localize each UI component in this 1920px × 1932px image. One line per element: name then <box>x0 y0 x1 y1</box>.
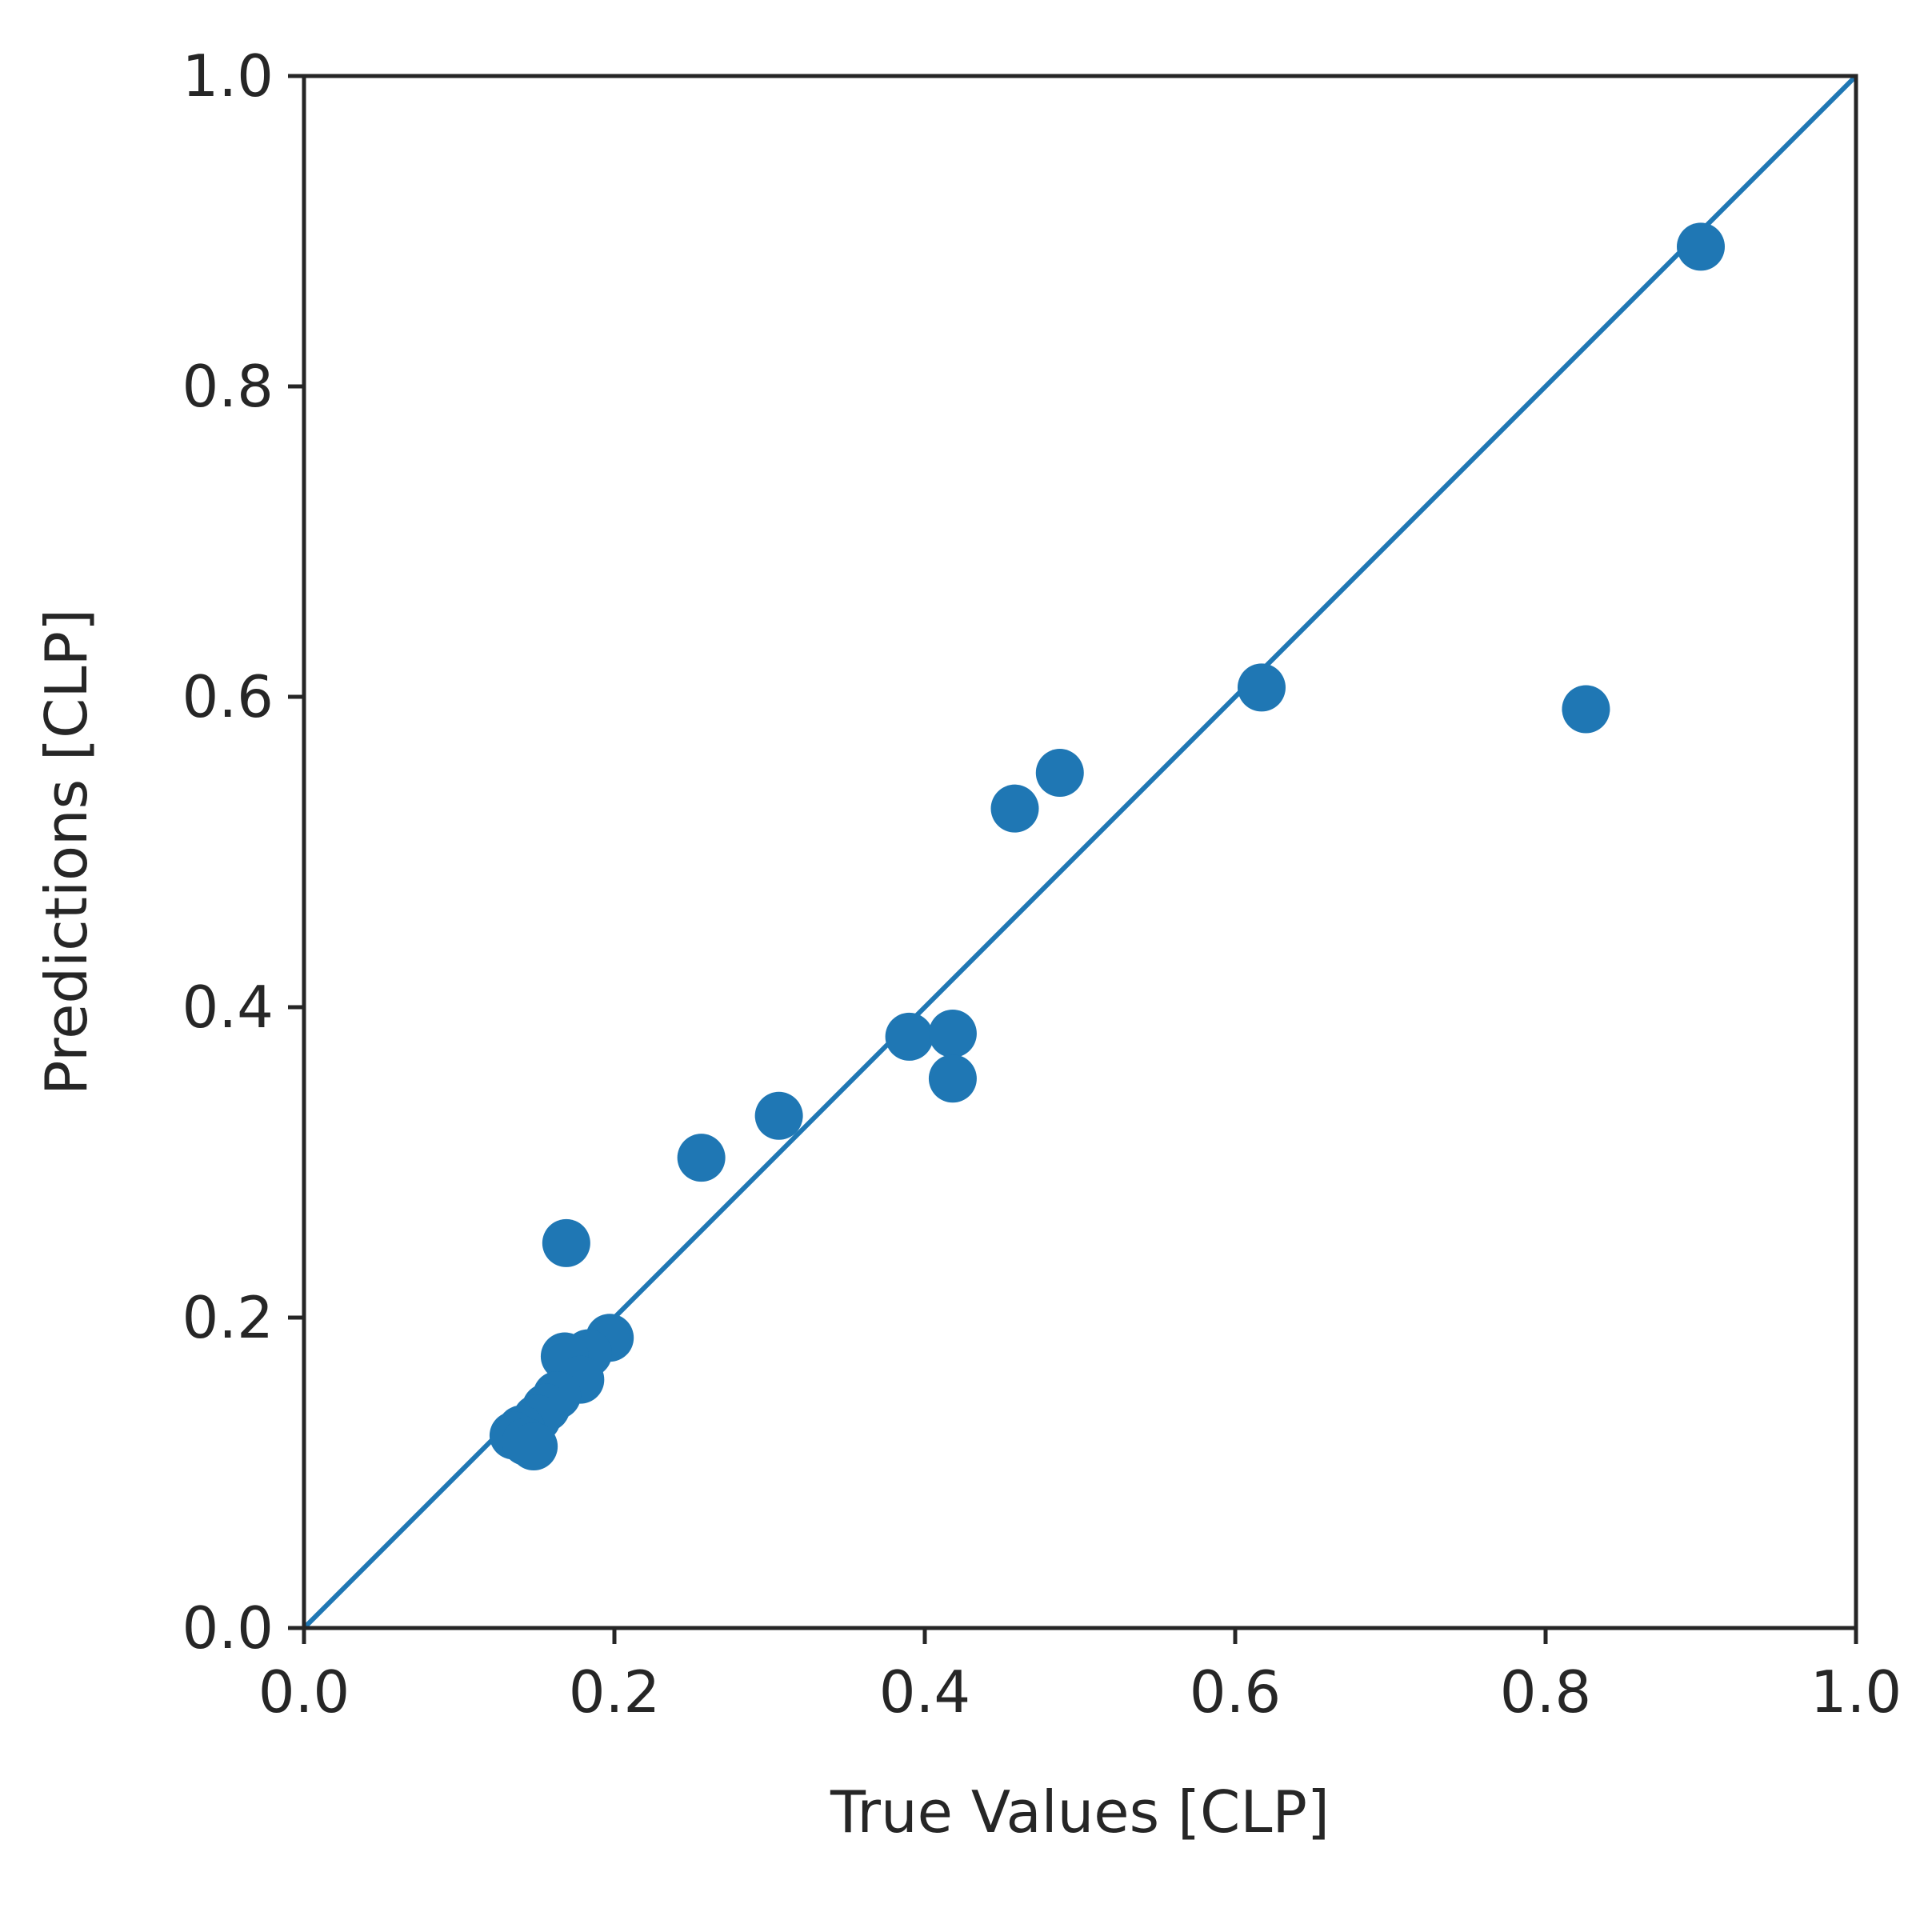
data-point-21 <box>510 1422 558 1471</box>
x-tick-label: 0.6 <box>1190 1658 1282 1726</box>
data-point-10 <box>542 1218 590 1267</box>
data-point-4 <box>990 784 1039 833</box>
data-point-8 <box>754 1091 803 1140</box>
x-tick-label: 1.0 <box>1810 1658 1902 1726</box>
points-layer <box>489 222 1725 1471</box>
x-axis-label: True Values [CLP] <box>830 1778 1330 1846</box>
y-tick-label: 0.6 <box>182 663 274 730</box>
x-tick-label: 0.0 <box>258 1658 350 1726</box>
x-tick-label: 0.2 <box>569 1658 661 1726</box>
x-tick-label: 0.8 <box>1500 1658 1592 1726</box>
y-tick-label: 0.8 <box>182 353 274 420</box>
data-point-2 <box>1237 663 1286 712</box>
data-point-6 <box>928 1009 977 1058</box>
y-axis-label: Predictions [CLP] <box>33 609 100 1095</box>
x-tick-label: 0.4 <box>879 1658 971 1726</box>
data-point-0 <box>1677 222 1725 271</box>
y-axis-ticks: 0.0 0.2 0.4 0.6 0.8 1.0 <box>182 42 304 1662</box>
y-tick-label: 1.0 <box>182 42 274 110</box>
data-point-5 <box>885 1012 934 1061</box>
y-tick-label: 0.0 <box>182 1594 274 1662</box>
y-tick-label: 0.2 <box>182 1284 274 1351</box>
data-point-7 <box>928 1054 977 1103</box>
data-point-3 <box>1035 749 1084 798</box>
x-axis-ticks: 0.0 0.2 0.4 0.6 0.8 1.0 <box>258 1628 1902 1726</box>
data-point-9 <box>677 1134 726 1182</box>
plot-area-frame <box>302 74 1858 1630</box>
data-point-1 <box>1562 685 1610 734</box>
y-tick-label: 0.4 <box>182 974 274 1041</box>
